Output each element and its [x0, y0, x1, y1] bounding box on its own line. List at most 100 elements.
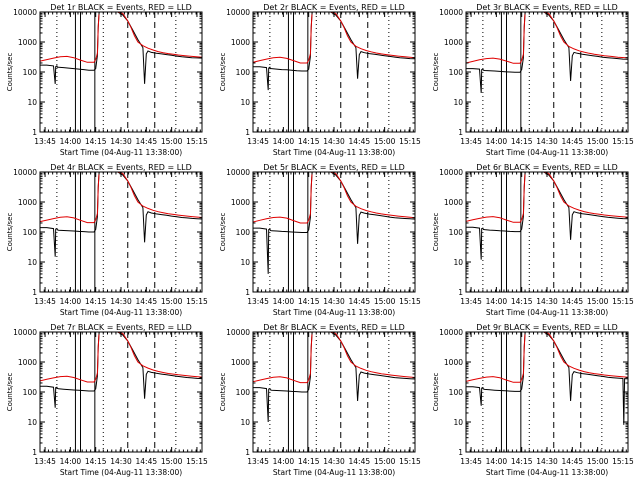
y-tick-label: 1	[458, 128, 463, 137]
events-series-line	[466, 332, 628, 425]
x-tick-label: 14:30	[110, 297, 132, 306]
y-tick-label: 10	[240, 418, 250, 427]
y-axis-label: Counts/sec	[6, 213, 14, 252]
x-axis-label: Start Time (04-Aug-11 13:38:00)	[486, 308, 608, 317]
x-tick-label: 14:30	[323, 457, 345, 466]
y-tick-label: 1	[245, 448, 250, 457]
events-series-line	[253, 332, 415, 423]
x-tick-label: 15:15	[399, 297, 421, 306]
x-tick-label: 14:00	[60, 137, 82, 146]
y-tick-label: 10000	[439, 8, 463, 17]
events-series-line	[40, 172, 202, 257]
x-tick-label: 15:00	[374, 457, 396, 466]
y-axis-label: Counts/sec	[6, 53, 14, 92]
panel-title: Det 2r BLACK = Events, RED = LLD	[263, 3, 405, 12]
panel-title: Det 6r BLACK = Events, RED = LLD	[476, 163, 618, 172]
x-tick-label: 13:45	[247, 457, 269, 466]
panel-8: 1 10 100 1000 10000 13:45 14:00 14:15 14:30 14:45…	[219, 323, 421, 477]
x-tick-label: 13:45	[460, 297, 482, 306]
y-tick-label: 1000	[444, 358, 463, 367]
lld-series-line	[466, 332, 628, 383]
y-tick-label: 10000	[13, 168, 37, 177]
x-tick-label: 14:15	[298, 137, 320, 146]
y-tick-label: 10	[453, 98, 463, 107]
x-tick-label: 14:45	[349, 457, 371, 466]
y-tick-label: 10000	[226, 168, 250, 177]
x-tick-label: 15:15	[186, 137, 208, 146]
panel-title: Det 5r BLACK = Events, RED = LLD	[263, 163, 405, 172]
lld-series-line	[253, 332, 415, 384]
x-tick-label: 14:15	[85, 297, 107, 306]
x-tick-label: 14:00	[273, 137, 295, 146]
x-tick-label: 15:00	[587, 297, 609, 306]
x-tick-label: 14:45	[136, 297, 158, 306]
lld-series-line	[40, 172, 202, 224]
x-tick-label: 13:45	[34, 297, 56, 306]
plot-frame	[465, 171, 629, 293]
y-tick-label: 10	[453, 258, 463, 267]
x-tick-label: 14:00	[60, 297, 82, 306]
plot-frame	[39, 331, 203, 453]
plot-frame	[252, 11, 416, 133]
y-tick-label: 1	[458, 448, 463, 457]
x-tick-label: 13:45	[34, 457, 56, 466]
x-tick-label: 14:30	[323, 137, 345, 146]
lld-series-line	[40, 332, 202, 383]
events-series-line	[40, 12, 202, 84]
x-tick-label: 15:15	[186, 297, 208, 306]
plot-frame	[39, 11, 203, 133]
x-tick-label: 14:45	[562, 457, 584, 466]
y-tick-label: 1	[245, 288, 250, 297]
y-tick-label: 10	[240, 98, 250, 107]
x-tick-label: 13:45	[247, 297, 269, 306]
y-tick-label: 1000	[18, 358, 37, 367]
y-tick-label: 10	[453, 418, 463, 427]
x-tick-label: 15:15	[399, 137, 421, 146]
x-tick-label: 13:45	[460, 457, 482, 466]
y-tick-label: 1000	[444, 198, 463, 207]
x-tick-label: 13:45	[460, 137, 482, 146]
panel-1: 1 10 100 1000 10000 13:45 14:00 14:15 14:30 14:45…	[6, 3, 208, 157]
y-tick-label: 1	[245, 128, 250, 137]
y-tick-label: 1000	[231, 358, 250, 367]
x-tick-label: 14:30	[536, 297, 558, 306]
x-tick-label: 14:00	[486, 297, 508, 306]
x-tick-label: 14:15	[85, 137, 107, 146]
x-tick-label: 14:45	[136, 457, 158, 466]
x-tick-label: 14:15	[85, 457, 107, 466]
events-series-line	[40, 332, 202, 408]
lld-series-line	[253, 12, 415, 64]
y-tick-label: 1	[32, 448, 37, 457]
y-tick-label: 1000	[18, 198, 37, 207]
x-tick-label: 15:00	[587, 457, 609, 466]
panel-title: Det 8r BLACK = Events, RED = LLD	[263, 323, 405, 332]
x-axis-label: Start Time (04-Aug-11 13:38:00)	[273, 148, 395, 157]
x-tick-label: 15:00	[587, 137, 609, 146]
panel-9: 1 10 100 1000 10000 13:45 14:00 14:15 14:30 14:45…	[432, 323, 634, 477]
x-tick-label: 15:00	[374, 137, 396, 146]
panel-title: Det 1r BLACK = Events, RED = LLD	[50, 3, 192, 12]
x-tick-label: 14:30	[536, 457, 558, 466]
x-tick-label: 14:00	[486, 137, 508, 146]
y-tick-label: 1000	[18, 38, 37, 47]
x-tick-label: 15:15	[186, 457, 208, 466]
lld-series-line	[466, 12, 628, 64]
x-tick-label: 14:15	[298, 297, 320, 306]
y-axis-label: Counts/sec	[432, 53, 440, 92]
x-axis-label: Start Time (04-Aug-11 13:38:00)	[486, 468, 608, 477]
y-tick-label: 1	[32, 288, 37, 297]
x-tick-label: 13:45	[247, 137, 269, 146]
lld-series-line	[40, 12, 202, 63]
y-axis-label: Counts/sec	[219, 213, 227, 252]
x-tick-label: 14:45	[562, 297, 584, 306]
plot-frame	[252, 171, 416, 293]
events-series-line	[466, 12, 628, 94]
panel-6: 1 10 100 1000 10000 13:45 14:00 14:15 14:30 14:45…	[432, 163, 634, 317]
panel-2: 1 10 100 1000 10000 13:45 14:00 14:15 14:30 14:45…	[219, 3, 421, 157]
x-tick-label: 14:15	[298, 457, 320, 466]
x-tick-label: 13:45	[34, 137, 56, 146]
y-tick-label: 10	[27, 418, 37, 427]
x-tick-label: 14:45	[136, 137, 158, 146]
panel-title: Det 4r BLACK = Events, RED = LLD	[50, 163, 192, 172]
x-axis-label: Start Time (04-Aug-11 13:38:00)	[273, 308, 395, 317]
